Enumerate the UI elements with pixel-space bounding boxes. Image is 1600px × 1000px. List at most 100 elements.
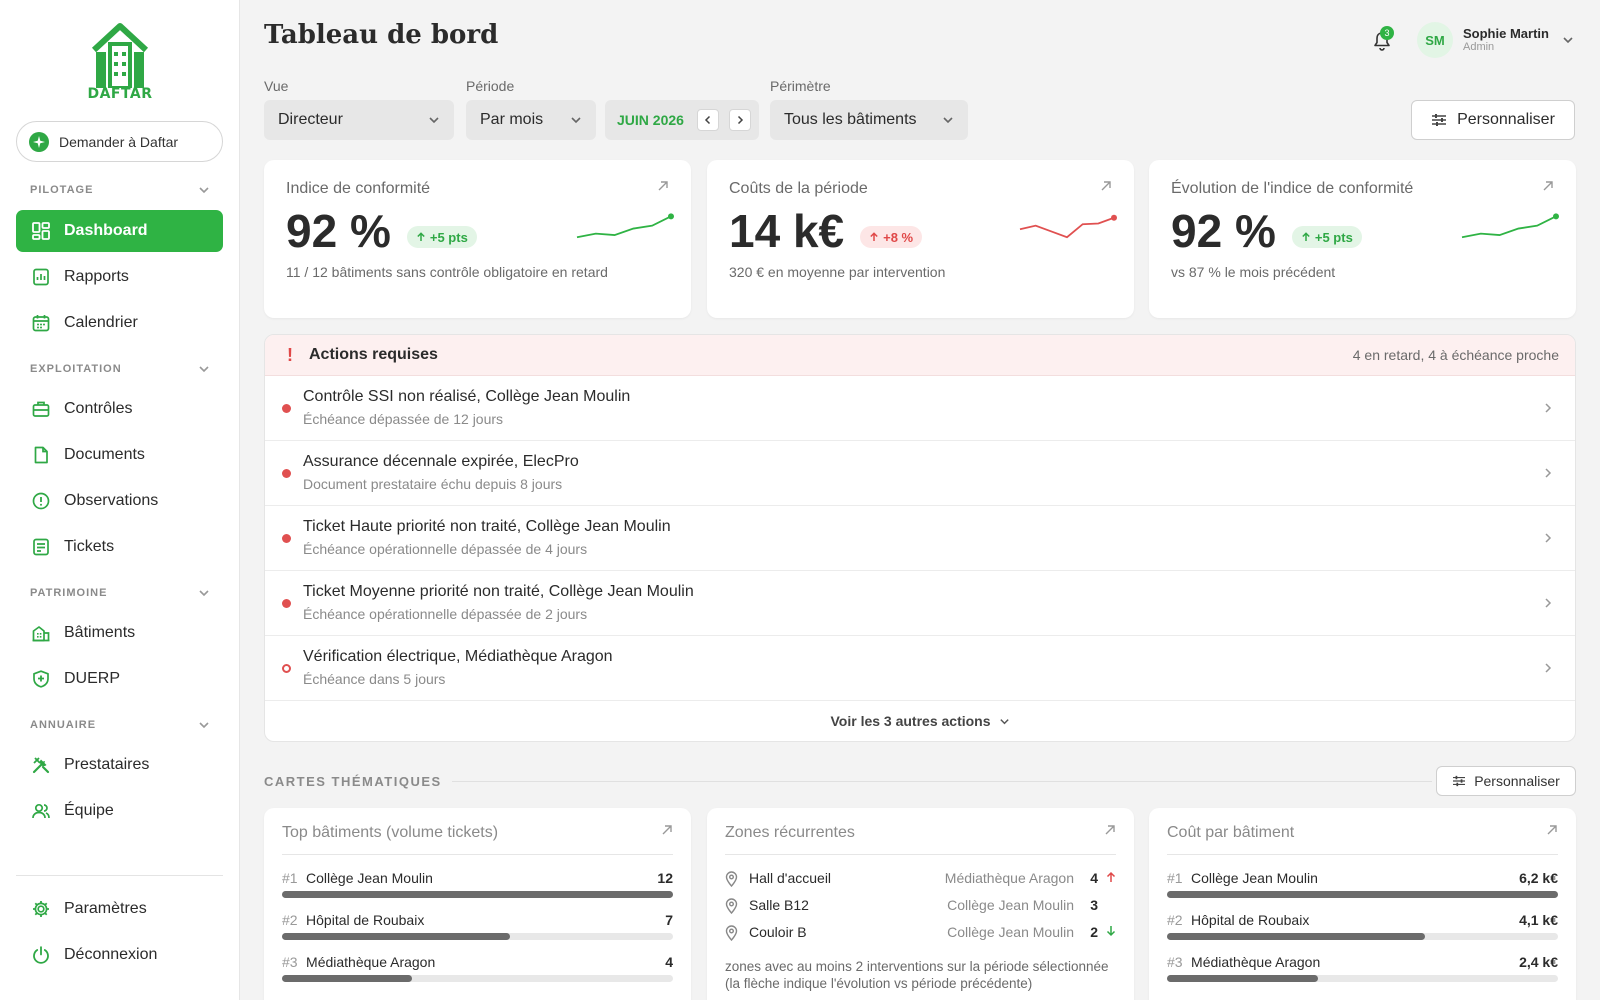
zone-row[interactable]: Hall d'accueil Médiathèque Aragon 4 <box>725 870 1116 890</box>
gear-icon <box>32 900 50 918</box>
expand-arrow-icon[interactable] <box>1104 824 1116 836</box>
vue-select[interactable]: Directeur <box>264 100 454 140</box>
chevron-down-icon <box>199 590 209 597</box>
chevron-right-icon <box>1545 598 1552 608</box>
daftar-logo[interactable]: DAFTAR <box>87 22 152 104</box>
section-exploitation[interactable]: EXPLOITATION <box>30 363 210 375</box>
section-pilotage[interactable]: PILOTAGE <box>30 184 210 196</box>
kpi-title: Évolution de l'indice de conformité <box>1171 180 1414 197</box>
user-menu-chevron-icon[interactable] <box>1562 34 1574 46</box>
expand-arrow-icon[interactable] <box>661 824 673 836</box>
action-row[interactable]: Contrôle SSI non réalisé, Collège Jean M… <box>265 376 1575 441</box>
arrow-up-icon <box>870 232 878 241</box>
rank: #1 <box>282 870 298 886</box>
next-month-button[interactable] <box>729 109 751 131</box>
sidebar: DAFTAR Demander à Daftar PILOTAGE Dashbo… <box>0 0 240 1000</box>
sidebar-item-label: Observations <box>64 492 159 509</box>
expand-arrow-icon[interactable] <box>1542 180 1554 192</box>
actions-panel: ! Actions requises 4 en retard, 4 à éché… <box>264 334 1576 742</box>
sidebar-item-label: Bâtiments <box>64 624 136 641</box>
kpi-value: 14 k€ <box>729 205 845 257</box>
building-bar-row[interactable]: #2 Hôpital de Roubaix 7 <box>282 912 673 940</box>
expand-arrow-icon[interactable] <box>1100 180 1112 192</box>
bar-fill <box>1167 933 1426 940</box>
zone-building: Collège Jean Moulin <box>947 924 1074 940</box>
action-title: Vérification électrique, Médiathèque Ara… <box>303 648 613 665</box>
action-row[interactable]: Ticket Haute priorité non traité, Collèg… <box>265 506 1575 571</box>
action-row[interactable]: Vérification électrique, Médiathèque Ara… <box>265 636 1575 701</box>
section-pilotage-label: PILOTAGE <box>30 184 94 196</box>
bar-track <box>282 933 673 940</box>
sidebar-item-label: Dashboard <box>64 222 148 239</box>
building-bar-row[interactable]: #3 Médiathèque Aragon 4 <box>282 954 673 982</box>
building-value: 7 <box>665 912 673 928</box>
upcoming-dot-icon <box>282 664 291 673</box>
month-value: JUIN 2026 <box>617 112 684 128</box>
ask-daftar-button[interactable]: Demander à Daftar <box>16 121 223 162</box>
avatar[interactable]: SM <box>1417 22 1453 58</box>
sidebar-item-documents[interactable]: Documents <box>16 434 223 476</box>
kpi-sparkline <box>1019 214 1117 239</box>
section-patrimoine[interactable]: PATRIMOINE <box>30 587 210 599</box>
customize-dashboard-button[interactable]: Personnaliser <box>1411 100 1575 140</box>
kpi-subtitle: vs 87 % le mois précédent <box>1171 264 1336 280</box>
kpi-card[interactable]: Coûts de la période 14 k€ +8 % 320 € en … <box>707 160 1134 318</box>
perimetre-select[interactable]: Tous les bâtiments <box>770 100 968 140</box>
report-icon <box>32 268 50 286</box>
building-bar-row[interactable]: #3 Médiathèque Aragon 2,4 k€ <box>1167 954 1558 982</box>
kpi-subtitle: 11 / 12 bâtiments sans contrôle obligato… <box>286 264 608 280</box>
periode-label: Période <box>466 78 515 94</box>
sidebar-item-equipe[interactable]: Équipe <box>16 790 223 832</box>
expand-arrow-icon[interactable] <box>657 180 669 192</box>
card-divider <box>725 854 1116 855</box>
show-more-actions-button[interactable]: Voir les 3 autres actions <box>265 701 1575 741</box>
kpi-card[interactable]: Indice de conformité 92 % +5 pts 11 / 12… <box>264 160 691 318</box>
sidebar-item-dashboard[interactable]: Dashboard <box>16 210 223 252</box>
rank: #3 <box>1167 954 1183 970</box>
section-annuaire-label: ANNUAIRE <box>30 719 97 731</box>
user-name[interactable]: Sophie Martin <box>1463 26 1549 41</box>
building-name: Hôpital de Roubaix <box>306 912 425 928</box>
sparkline-path <box>576 215 672 239</box>
prev-month-button[interactable] <box>697 109 719 131</box>
sidebar-item-tickets[interactable]: Tickets <box>16 526 223 568</box>
zone-count: 2 <box>1090 924 1098 940</box>
kpi-title: Coûts de la période <box>729 180 868 197</box>
action-row[interactable]: Ticket Moyenne priorité non traité, Coll… <box>265 571 1575 636</box>
bar-fill <box>282 933 510 940</box>
trend-down-icon <box>1106 926 1116 937</box>
zone-row[interactable]: Salle B12 Collège Jean Moulin 3 <box>725 897 1116 917</box>
card-top-batiments[interactable]: Top bâtiments (volume tickets) #1 Collèg… <box>264 808 691 1000</box>
sidebar-item-duerp[interactable]: DUERP <box>16 658 223 700</box>
building-value: 4 <box>665 954 673 970</box>
chevron-right-icon <box>1545 468 1552 478</box>
card-zones-recurrentes[interactable]: Zones récurrentes Hall d'accueil Médiath… <box>707 808 1134 1000</box>
sidebar-item-calendrier[interactable]: Calendrier <box>16 302 223 344</box>
sidebar-item-rapports[interactable]: Rapports <box>16 256 223 298</box>
zone-building: Médiathèque Aragon <box>944 870 1074 886</box>
building-bar-row[interactable]: #1 Collège Jean Moulin 12 <box>282 870 673 898</box>
zone-building: Collège Jean Moulin <box>947 897 1074 913</box>
zone-row[interactable]: Couloir B Collège Jean Moulin 2 <box>725 924 1116 944</box>
kpi-card[interactable]: Évolution de l'indice de conformité 92 %… <box>1149 160 1576 318</box>
sidebar-item-parametres[interactable]: Paramètres <box>16 888 223 930</box>
overdue-dot-icon <box>282 534 291 543</box>
action-row[interactable]: Assurance décennale expirée, ElecPro Doc… <box>265 441 1575 506</box>
sidebar-item-observations[interactable]: Observations <box>16 480 223 522</box>
toolbox-icon <box>32 400 50 418</box>
building-name: Collège Jean Moulin <box>306 870 433 886</box>
building-bar-row[interactable]: #2 Hôpital de Roubaix 4,1 k€ <box>1167 912 1558 940</box>
sidebar-item-deconnexion[interactable]: Déconnexion <box>16 934 223 976</box>
customize-cards-button[interactable]: Personnaliser <box>1436 766 1576 796</box>
building-bar-row[interactable]: #1 Collège Jean Moulin 6,2 k€ <box>1167 870 1558 898</box>
expand-arrow-icon[interactable] <box>1546 824 1558 836</box>
card-cout-batiment[interactable]: Coût par bâtiment #1 Collège Jean Moulin… <box>1149 808 1576 1000</box>
action-title: Assurance décennale expirée, ElecPro <box>303 453 579 470</box>
sidebar-item-prestataires[interactable]: Prestataires <box>16 744 223 786</box>
sidebar-item-controles[interactable]: Contrôles <box>16 388 223 430</box>
section-annuaire[interactable]: ANNUAIRE <box>30 719 210 731</box>
sidebar-item-batiments[interactable]: Bâtiments <box>16 612 223 654</box>
periode-select[interactable]: Par mois <box>466 100 596 140</box>
building-name: Médiathèque Aragon <box>306 954 436 970</box>
perimetre-label: Périmètre <box>770 78 831 94</box>
